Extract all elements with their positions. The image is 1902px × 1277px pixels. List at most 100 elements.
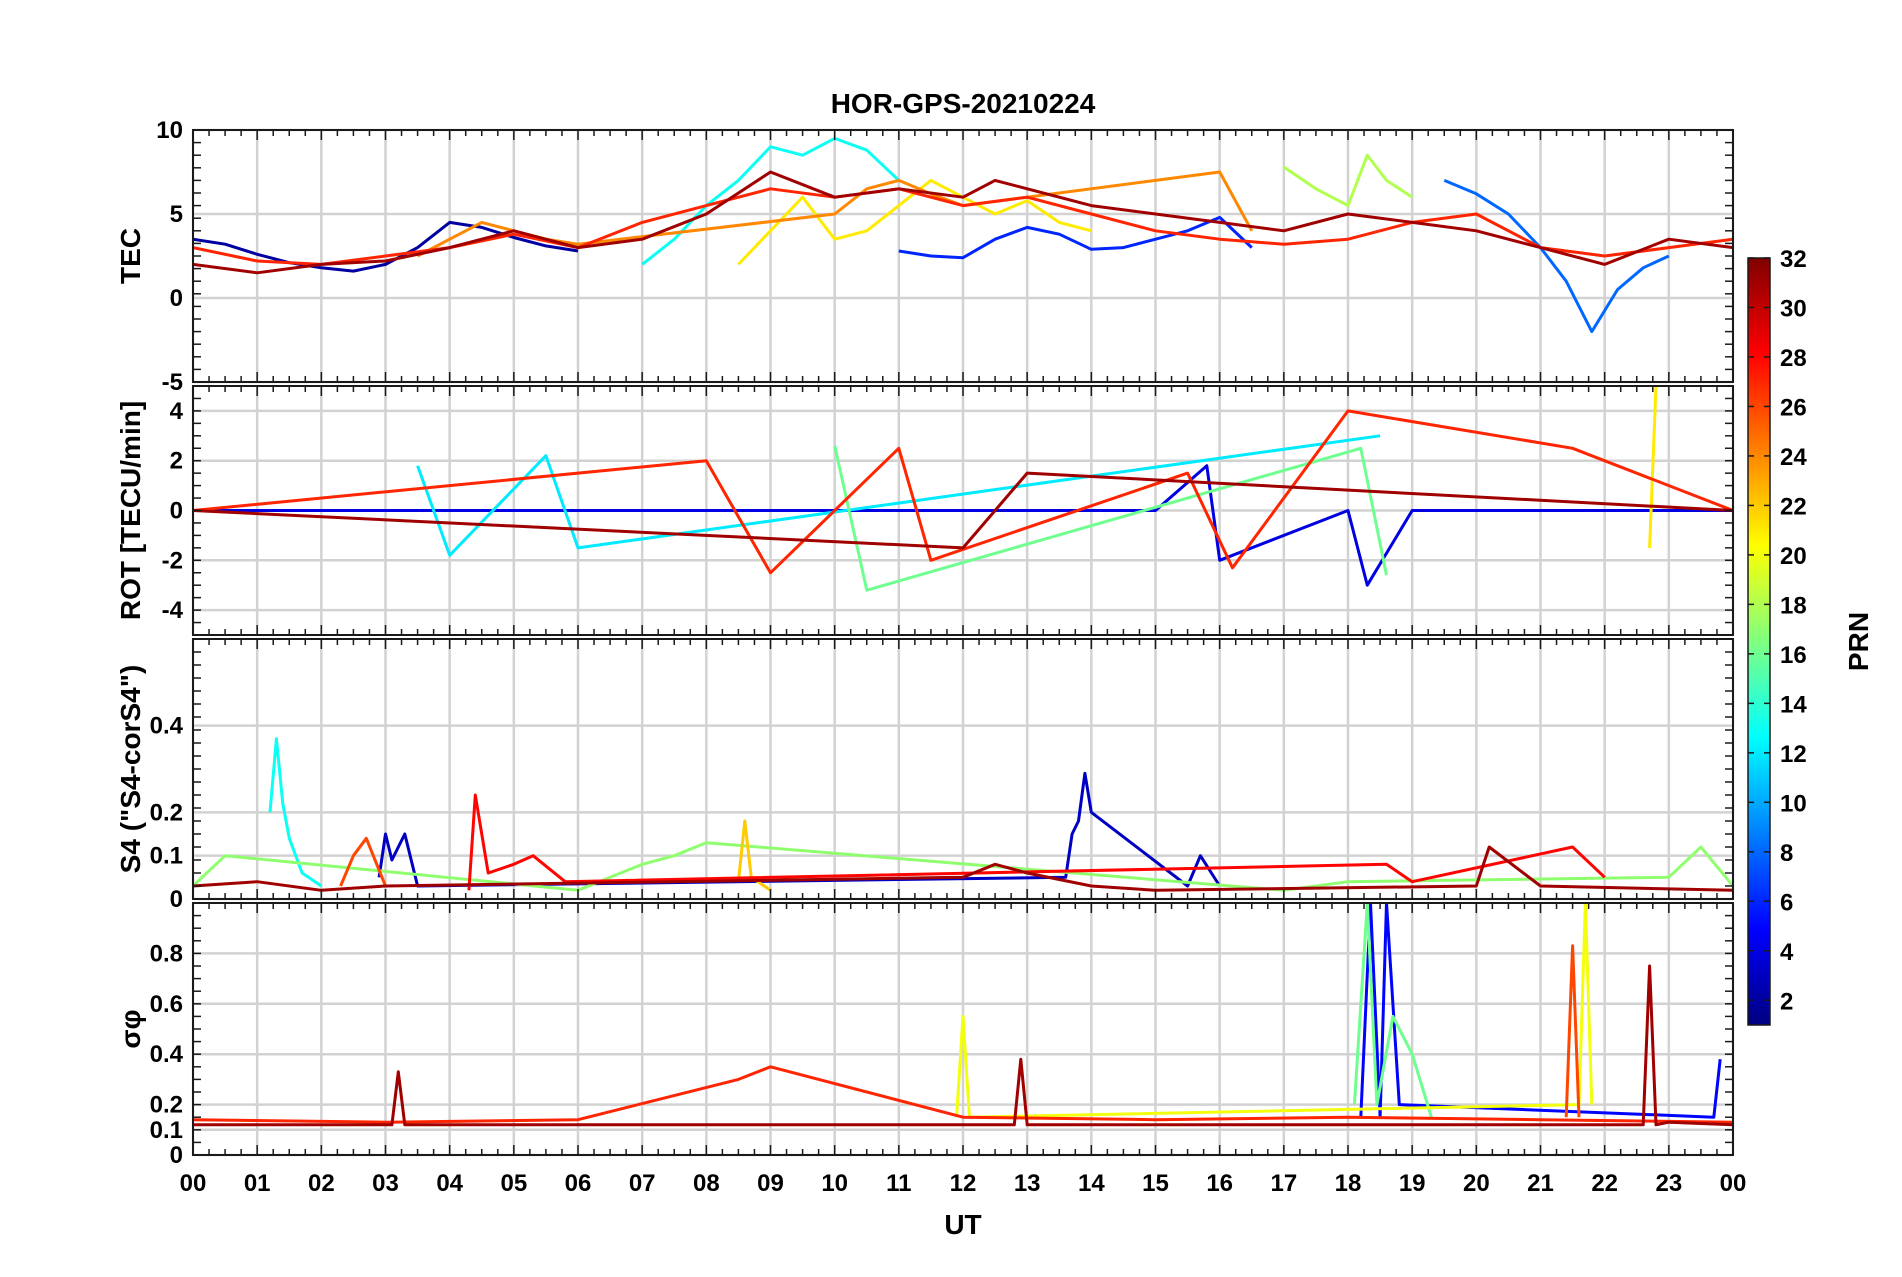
colorbar-tick-label: 22 bbox=[1780, 493, 1807, 520]
x-tick-label: 09 bbox=[757, 1170, 784, 1197]
x-tick-label: 08 bbox=[693, 1170, 720, 1197]
y-axis-label: S4 ("S4-corS4") bbox=[115, 665, 146, 874]
x-tick-label: 14 bbox=[1078, 1170, 1105, 1197]
series-line-prn-6 bbox=[898, 215, 1253, 260]
series-line-prn-31 bbox=[193, 471, 1733, 550]
colorbar-tick-label: 4 bbox=[1780, 939, 1794, 966]
colorbar-label: PRN bbox=[1843, 612, 1874, 671]
series-line-prn-31 bbox=[193, 170, 1733, 275]
x-tick-label: 11 bbox=[886, 1170, 911, 1197]
y-tick-label: 0.1 bbox=[150, 1117, 183, 1144]
y-axis-label: ROT [TECU/min] bbox=[115, 401, 146, 620]
x-tick-label: 20 bbox=[1463, 1170, 1490, 1197]
colorbar-tick-label: 14 bbox=[1780, 691, 1807, 718]
colorbar-tick-label: 10 bbox=[1780, 790, 1807, 817]
y-tick-label: 10 bbox=[156, 117, 183, 144]
y-tick-label: 0.4 bbox=[150, 713, 184, 740]
y-tick-label: -4 bbox=[162, 597, 184, 624]
y-tick-label: 0 bbox=[170, 285, 183, 312]
colorbar-tick-label: 28 bbox=[1780, 345, 1807, 372]
y-tick-label: 4 bbox=[170, 398, 184, 425]
panel-tec: -5 0 5 10 TEC bbox=[115, 117, 1735, 396]
y-tick-label: -5 bbox=[162, 369, 183, 396]
y-tick-label: 5 bbox=[170, 201, 183, 228]
series-line-prn-28 bbox=[467, 793, 1606, 891]
panel-s4: 0 0.1 0.2 0.4S4 ("S4-corS4") bbox=[115, 638, 1735, 913]
x-tick-label: 10 bbox=[821, 1170, 848, 1197]
series-line-prn-16 bbox=[833, 445, 1388, 592]
colorbar-tick-label: 30 bbox=[1780, 295, 1807, 322]
x-tick-label: 23 bbox=[1655, 1170, 1682, 1197]
series-line-prn-20 bbox=[955, 903, 1594, 1119]
x-tick-label: 02 bbox=[308, 1170, 335, 1197]
series-group bbox=[193, 386, 1733, 592]
y-tick-label: 0.2 bbox=[150, 799, 183, 826]
x-tick-label: 15 bbox=[1142, 1170, 1169, 1197]
series-group bbox=[193, 903, 1733, 1127]
x-tick-label: 04 bbox=[436, 1170, 463, 1197]
y-tick-label: -2 bbox=[162, 547, 183, 574]
series-line-prn-13 bbox=[641, 136, 900, 266]
x-tick-label: 17 bbox=[1270, 1170, 1297, 1197]
x-tick-label: 19 bbox=[1399, 1170, 1426, 1197]
series-line-prn-21 bbox=[1648, 386, 1658, 548]
colorbar-tick-label: 18 bbox=[1780, 592, 1807, 619]
x-tick-label: 00 bbox=[180, 1170, 207, 1197]
x-tick-label: 21 bbox=[1527, 1170, 1554, 1197]
series-line-prn-2 bbox=[193, 220, 579, 273]
colorbar-tick-label: 12 bbox=[1780, 741, 1807, 768]
x-tick-label: 16 bbox=[1206, 1170, 1233, 1197]
x-tick-label: 05 bbox=[500, 1170, 527, 1197]
series-line-prn-8 bbox=[1443, 179, 1670, 334]
colorbar-tick-label: 6 bbox=[1780, 889, 1793, 916]
y-tick-label: 0.4 bbox=[150, 1041, 184, 1068]
colorbar-tick-label: 16 bbox=[1780, 642, 1807, 669]
x-tick-labels: 00 01 02 03 04 05 06 07 08 09 10 11 12 13 14 15 16 17 18 19… bbox=[180, 1170, 1747, 1197]
y-tick-label: 0 bbox=[170, 1142, 183, 1169]
x-tick-label: 03 bbox=[372, 1170, 399, 1197]
colorbar-tick-label: 20 bbox=[1780, 543, 1807, 570]
x-tick-label: 22 bbox=[1591, 1170, 1618, 1197]
colorbar-tick-label: 2 bbox=[1780, 988, 1793, 1015]
y-tick-label: 0.1 bbox=[150, 843, 183, 870]
y-axis-label: σφ bbox=[115, 1009, 146, 1048]
colorbar-tick-label: 24 bbox=[1780, 444, 1807, 471]
x-tick-label: 18 bbox=[1335, 1170, 1362, 1197]
series-line-prn-27 bbox=[193, 409, 1733, 575]
series-line-prn-18 bbox=[1282, 153, 1414, 208]
colorbar-tick-label: 8 bbox=[1780, 840, 1793, 867]
series-group bbox=[193, 136, 1733, 334]
series-line-prn-3 bbox=[377, 771, 1221, 888]
series-line-prn-27 bbox=[193, 1065, 1733, 1124]
series-line-prn-31 bbox=[193, 964, 1733, 1127]
panel-sigma-phi: 00.10.2 0.4 0.6 0.8 σφ bbox=[115, 902, 1735, 1169]
x-tick-label: 01 bbox=[244, 1170, 271, 1197]
series-line-prn-5 bbox=[1359, 903, 1722, 1119]
series-line-prn-12 bbox=[416, 434, 1381, 557]
y-tick-label: 2 bbox=[170, 448, 183, 475]
series-line-prn-4 bbox=[193, 464, 1733, 587]
series-line-prn-16 bbox=[1352, 903, 1433, 1118]
y-axis-label: TEC bbox=[115, 228, 146, 284]
y-tick-label: 0.6 bbox=[150, 991, 183, 1018]
x-tick-label: 00 bbox=[1720, 1170, 1747, 1197]
x-tick-label: 06 bbox=[565, 1170, 592, 1197]
y-tick-label: 0.8 bbox=[150, 940, 183, 967]
chart-title: HOR-GPS-20210224 bbox=[831, 88, 1096, 119]
series-line-prn-26 bbox=[1564, 944, 1581, 1118]
x-tick-label: 13 bbox=[1014, 1170, 1041, 1197]
colorbar-bar bbox=[1747, 257, 1771, 1026]
x-axis-label: UT bbox=[944, 1209, 981, 1240]
colorbar-tick-label: 32 bbox=[1780, 246, 1807, 273]
series-line-prn-22 bbox=[736, 819, 772, 892]
series-line-prn-17 bbox=[193, 841, 1733, 892]
y-tick-label: 0 bbox=[170, 498, 183, 525]
x-tick-label: 12 bbox=[950, 1170, 977, 1197]
series-line-prn-26 bbox=[339, 836, 387, 887]
panel-rot: -4 -2 0 2 4 ROT [TECU/min] bbox=[115, 385, 1735, 636]
x-tick-label: 07 bbox=[629, 1170, 656, 1197]
